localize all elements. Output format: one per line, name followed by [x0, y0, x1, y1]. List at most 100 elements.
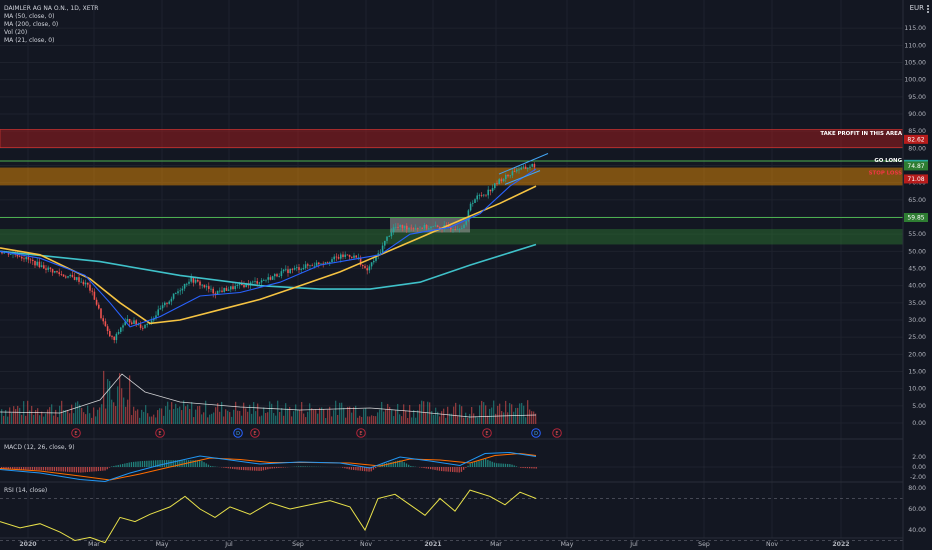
candle-body [146, 323, 148, 325]
candle-body [67, 276, 69, 278]
candle-body [533, 164, 536, 168]
candle-body [21, 256, 23, 259]
macd-histogram-bar [388, 462, 390, 467]
macd-histogram-bar [234, 467, 236, 470]
candle-body [500, 179, 503, 182]
macd-histogram-bar [375, 467, 377, 469]
volume-bar [381, 401, 383, 424]
candle-body [214, 293, 217, 295]
volume-bar [91, 417, 93, 424]
candle-body [282, 269, 285, 272]
volume-bar [447, 406, 449, 424]
candle-body [208, 286, 210, 289]
earnings-icon[interactable]: E [250, 428, 260, 438]
candle-body [109, 331, 111, 337]
macd-histogram-bar [390, 462, 392, 467]
macd-histogram-bar [190, 460, 192, 467]
volume-bar [155, 417, 157, 424]
candle-body [359, 257, 362, 266]
candle-body [3, 252, 5, 254]
volume-bar [469, 413, 471, 424]
candle-body [155, 315, 157, 319]
candle-body [458, 228, 461, 230]
volume-bar [261, 415, 263, 424]
volume-bar [89, 413, 91, 424]
dividend-icon[interactable]: D [531, 428, 541, 438]
indicator-ma21[interactable]: MA (21, close, 0) [4, 37, 55, 44]
candle-body [511, 171, 514, 176]
macd-histogram-bar [256, 467, 258, 471]
marker-circle [482, 428, 492, 438]
time-tick-label: Jul [224, 541, 233, 548]
price-tick-label: 30.00 [908, 317, 926, 324]
macd-histogram-bar [14, 467, 16, 470]
currency-label[interactable]: EUR [909, 4, 924, 12]
macd-histogram-bar [412, 466, 414, 467]
macd-histogram-bar [478, 460, 480, 467]
volume-bar [419, 404, 421, 424]
macd-histogram-bar [476, 461, 478, 467]
candle-body [311, 265, 313, 267]
price-badge-label: 71.08 [907, 176, 924, 183]
macd-histogram-bar [5, 467, 7, 469]
volume-bar [175, 403, 177, 424]
volume-bar [235, 401, 237, 424]
earnings-icon[interactable]: E [71, 428, 81, 438]
macd-histogram-bar [23, 467, 25, 470]
volume-bar [401, 416, 403, 424]
volume-bar [481, 400, 483, 424]
candle-body [40, 265, 43, 268]
volume-bar [455, 402, 457, 424]
candle-body [186, 283, 188, 285]
macd-histogram-bar [49, 467, 51, 471]
volume-bar [125, 406, 127, 424]
annotation-label: STOP LOSS [869, 170, 902, 176]
macd-tick-label: -2.00 [910, 474, 926, 481]
macd-histogram-bar [95, 467, 97, 472]
candle-body [177, 291, 179, 294]
volume-bar [273, 413, 275, 424]
volume-bar [75, 402, 77, 424]
macd-histogram-bar [25, 467, 27, 470]
earnings-icon[interactable]: E [482, 428, 492, 438]
candle-body [260, 280, 263, 283]
macd-histogram-bar [80, 467, 82, 473]
volume-bar [527, 400, 529, 424]
indicator-volume[interactable]: Vol (20) [4, 29, 28, 36]
candle-body [98, 304, 100, 309]
macd-histogram-bar [350, 467, 353, 470]
candle-body [381, 245, 384, 253]
candle-body [115, 333, 118, 341]
marker-circle [233, 428, 243, 438]
volume-bar [151, 416, 153, 424]
macd-histogram-bar [78, 467, 80, 473]
macd-histogram-bar [212, 466, 214, 467]
volume-bar [209, 414, 211, 424]
macd-histogram-bar [89, 467, 91, 472]
volume-bar [13, 406, 15, 424]
price-tick-label: 55.00 [908, 231, 926, 238]
earnings-icon[interactable]: E [552, 428, 562, 438]
time-tick-label: Jul [629, 541, 638, 548]
zone-stop-loss [0, 167, 903, 186]
macd-histogram-bar [91, 467, 93, 472]
indicator-ma50[interactable]: MA (50, close, 0) [4, 13, 55, 20]
dividend-icon[interactable]: D [233, 428, 243, 438]
macd-histogram-bar [394, 461, 397, 467]
earnings-icon[interactable]: E [356, 428, 366, 438]
macd-histogram-bar [480, 460, 482, 467]
more-options-icon[interactable] [927, 5, 930, 13]
price-tick-label: 100.00 [904, 77, 926, 84]
volume-bar [341, 402, 343, 424]
earnings-icon[interactable]: E [155, 428, 165, 438]
indicator-ma200[interactable]: MA (200, close, 0) [4, 21, 59, 28]
candle-body [412, 228, 415, 230]
rsi-tick-label: 40.00 [908, 527, 926, 534]
volume-bar [309, 403, 311, 424]
volume-bar [123, 397, 125, 424]
macd-histogram-bar [410, 465, 412, 467]
candle-body [524, 166, 527, 169]
candle-body [32, 259, 34, 261]
candle-body [518, 169, 520, 171]
